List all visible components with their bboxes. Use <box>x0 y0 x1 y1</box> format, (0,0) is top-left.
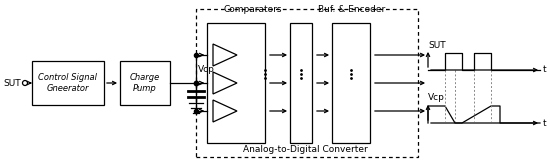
Text: t: t <box>543 66 547 75</box>
Text: SUT: SUT <box>428 40 446 50</box>
Text: Control Signal
Gneerator: Control Signal Gneerator <box>39 73 97 93</box>
Text: Analog-to-Digital Converter: Analog-to-Digital Converter <box>243 145 367 154</box>
Polygon shape <box>213 100 237 122</box>
FancyBboxPatch shape <box>32 61 104 105</box>
Text: Vcp: Vcp <box>198 65 215 73</box>
Polygon shape <box>213 44 237 66</box>
Text: Buf. & Encoder: Buf. & Encoder <box>318 4 386 14</box>
FancyBboxPatch shape <box>207 23 265 143</box>
Text: Vcp: Vcp <box>428 94 445 102</box>
FancyBboxPatch shape <box>332 23 370 143</box>
Text: Charge
Pump: Charge Pump <box>130 73 160 93</box>
Text: Comparators: Comparators <box>224 4 282 14</box>
Polygon shape <box>213 72 237 94</box>
FancyBboxPatch shape <box>290 23 312 143</box>
Text: t: t <box>543 118 547 128</box>
FancyBboxPatch shape <box>120 61 170 105</box>
Text: SUT: SUT <box>3 79 21 87</box>
